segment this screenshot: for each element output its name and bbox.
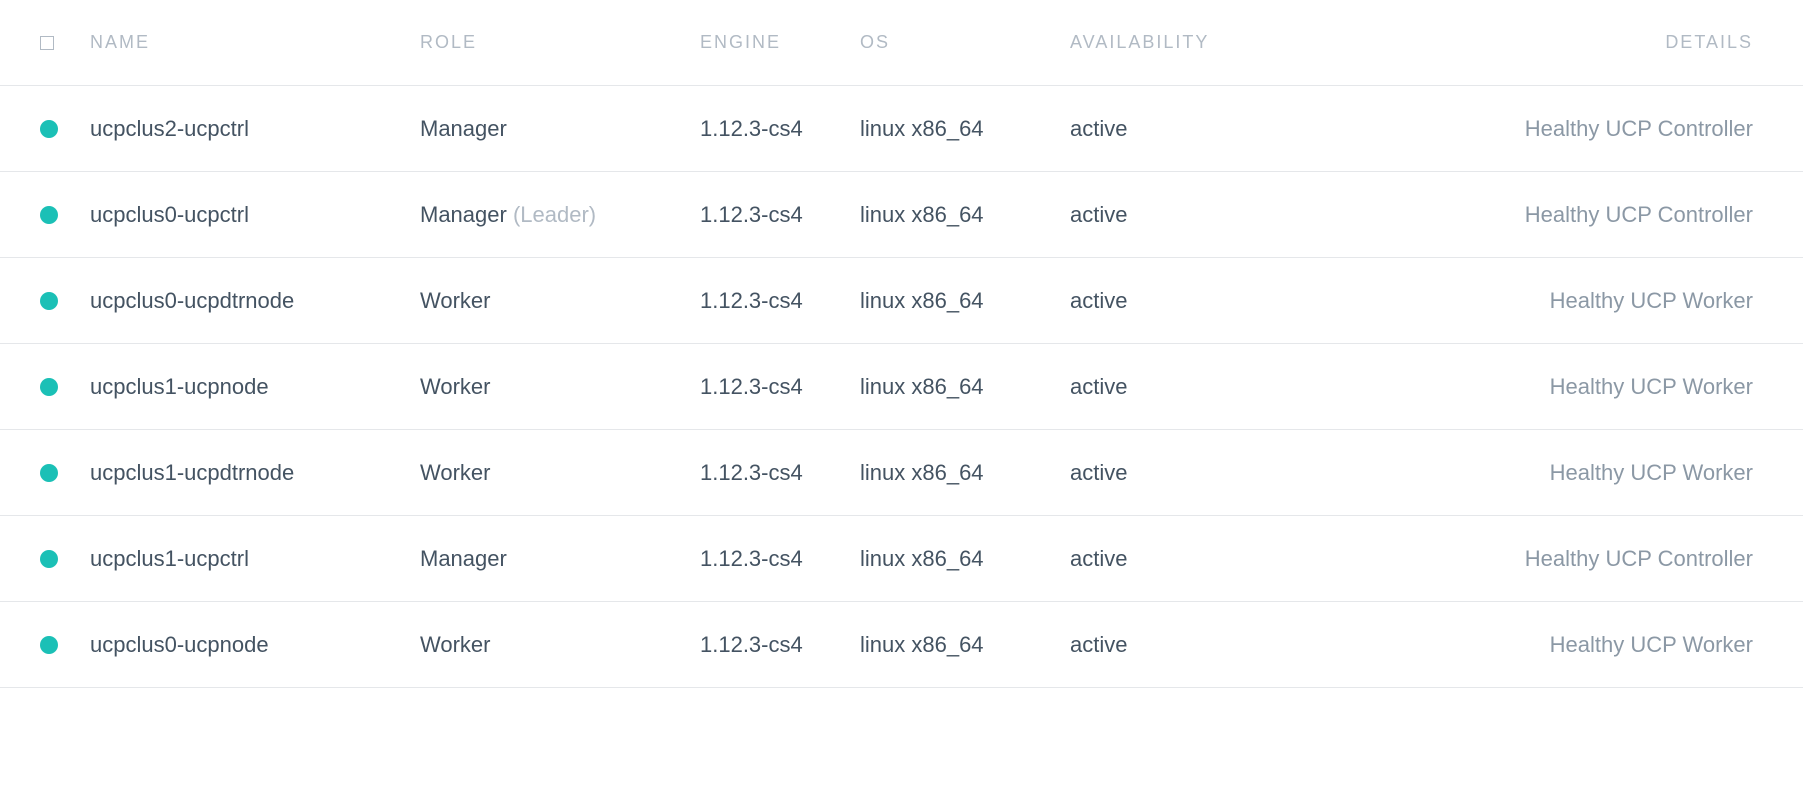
cell-availability: active (1070, 116, 1300, 142)
cell-os: linux x86_64 (860, 116, 1070, 142)
cell-engine: 1.12.3-cs4 (700, 374, 860, 400)
cell-details: Healthy UCP Worker (1300, 460, 1783, 486)
cell-availability: active (1070, 202, 1300, 228)
cell-os: linux x86_64 (860, 460, 1070, 486)
cell-engine: 1.12.3-cs4 (700, 202, 860, 228)
status-dot-icon (40, 120, 58, 138)
table-row[interactable]: ucpclus1-ucpctrlManager 1.12.3-cs4linux x… (0, 516, 1803, 602)
header-engine[interactable]: ENGINE (700, 32, 860, 53)
role-text: Worker (420, 632, 491, 657)
status-dot-icon (40, 550, 58, 568)
cell-engine: 1.12.3-cs4 (700, 288, 860, 314)
cell-engine: 1.12.3-cs4 (700, 632, 860, 658)
role-text: Manager (420, 116, 507, 141)
cell-details: Healthy UCP Controller (1300, 202, 1783, 228)
select-all-checkbox[interactable] (40, 36, 54, 50)
cell-details: Healthy UCP Controller (1300, 546, 1783, 572)
role-text: Manager (420, 202, 507, 227)
cell-role: Manager (420, 116, 700, 142)
header-details[interactable]: DETAILS (1300, 32, 1783, 53)
header-checkbox-cell (20, 36, 90, 50)
cell-role: Manager (420, 546, 700, 572)
table-row[interactable]: ucpclus0-ucpdtrnodeWorker 1.12.3-cs4linux… (0, 258, 1803, 344)
cell-name[interactable]: ucpclus1-ucpdtrnode (90, 460, 420, 486)
cell-details: Healthy UCP Controller (1300, 116, 1783, 142)
cell-availability: active (1070, 460, 1300, 486)
cell-role: Worker (420, 460, 700, 486)
cell-availability: active (1070, 632, 1300, 658)
cell-name[interactable]: ucpclus2-ucpctrl (90, 116, 420, 142)
table-header-row: NAME ROLE ENGINE OS AVAILABILITY DETAILS (0, 0, 1803, 86)
cell-role: Manager (Leader) (420, 202, 700, 228)
nodes-table: NAME ROLE ENGINE OS AVAILABILITY DETAILS… (0, 0, 1803, 688)
role-text: Worker (420, 460, 491, 485)
cell-os: linux x86_64 (860, 288, 1070, 314)
cell-os: linux x86_64 (860, 546, 1070, 572)
role-text: Worker (420, 374, 491, 399)
status-dot-icon (40, 206, 58, 224)
cell-role: Worker (420, 374, 700, 400)
header-os[interactable]: OS (860, 32, 1070, 53)
status-cell (20, 378, 90, 396)
header-availability[interactable]: AVAILABILITY (1070, 32, 1300, 53)
cell-details: Healthy UCP Worker (1300, 374, 1783, 400)
header-name[interactable]: NAME (90, 32, 420, 53)
table-body: ucpclus2-ucpctrlManager1.12.3-cs4linux x… (0, 86, 1803, 688)
cell-name[interactable]: ucpclus0-ucpnode (90, 632, 420, 658)
table-row[interactable]: ucpclus1-ucpnodeWorker 1.12.3-cs4linux x8… (0, 344, 1803, 430)
status-cell (20, 206, 90, 224)
cell-name[interactable]: ucpclus0-ucpctrl (90, 202, 420, 228)
table-row[interactable]: ucpclus0-ucpnodeWorker 1.12.3-cs4linux x8… (0, 602, 1803, 688)
status-dot-icon (40, 292, 58, 310)
cell-engine: 1.12.3-cs4 (700, 460, 860, 486)
role-text: Worker (420, 288, 491, 313)
cell-name[interactable]: ucpclus1-ucpnode (90, 374, 420, 400)
status-dot-icon (40, 378, 58, 396)
status-cell (20, 636, 90, 654)
cell-details: Healthy UCP Worker (1300, 288, 1783, 314)
cell-engine: 1.12.3-cs4 (700, 116, 860, 142)
cell-os: linux x86_64 (860, 632, 1070, 658)
cell-name[interactable]: ucpclus1-ucpctrl (90, 546, 420, 572)
cell-role: Worker (420, 288, 700, 314)
table-row[interactable]: ucpclus1-ucpdtrnodeWorker 1.12.3-cs4linux… (0, 430, 1803, 516)
header-role[interactable]: ROLE (420, 32, 700, 53)
status-cell (20, 550, 90, 568)
cell-availability: active (1070, 546, 1300, 572)
cell-availability: active (1070, 374, 1300, 400)
table-row[interactable]: ucpclus2-ucpctrlManager 1.12.3-cs4linux x… (0, 86, 1803, 172)
role-text: Manager (420, 546, 507, 571)
cell-engine: 1.12.3-cs4 (700, 546, 860, 572)
status-dot-icon (40, 636, 58, 654)
status-cell (20, 464, 90, 482)
cell-details: Healthy UCP Worker (1300, 632, 1783, 658)
table-row[interactable]: ucpclus0-ucpctrlManager (Leader)1.12.3-c… (0, 172, 1803, 258)
status-cell (20, 120, 90, 138)
status-dot-icon (40, 464, 58, 482)
cell-name[interactable]: ucpclus0-ucpdtrnode (90, 288, 420, 314)
cell-os: linux x86_64 (860, 202, 1070, 228)
cell-os: linux x86_64 (860, 374, 1070, 400)
role-suffix: (Leader) (507, 202, 596, 227)
cell-availability: active (1070, 288, 1300, 314)
cell-role: Worker (420, 632, 700, 658)
status-cell (20, 292, 90, 310)
